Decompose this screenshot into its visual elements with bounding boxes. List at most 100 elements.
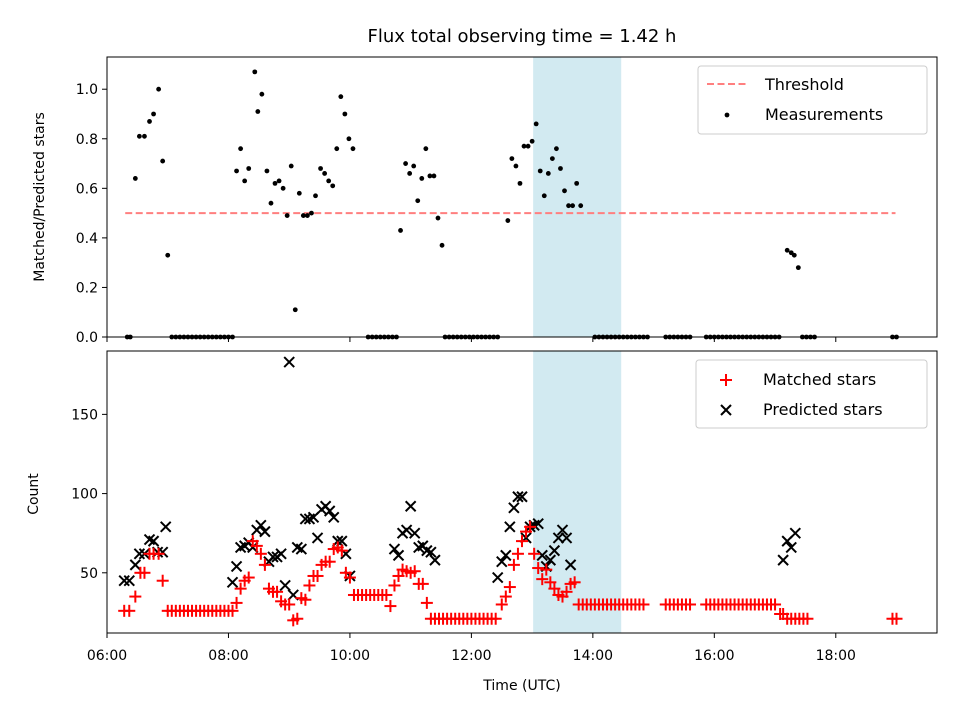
measurement-point xyxy=(435,215,441,221)
matched-star-marker xyxy=(271,585,284,598)
predicted-star-marker xyxy=(226,576,239,589)
matched-star-marker xyxy=(495,598,508,611)
measurement-point xyxy=(513,163,519,169)
top-y-axis-label: Matched/Predicted stars xyxy=(32,112,48,282)
predicted-star-marker xyxy=(500,549,512,562)
highlight-span-rect xyxy=(533,351,622,633)
measurement-point xyxy=(525,143,531,149)
predicted-star-marker xyxy=(548,544,561,557)
predicted-star-marker xyxy=(425,546,437,558)
measurement-point xyxy=(517,180,523,186)
matched-star-marker xyxy=(524,520,537,533)
matched-star-marker xyxy=(388,579,401,592)
measurement-point xyxy=(246,166,252,171)
top-axes-frame xyxy=(106,56,938,338)
bottom-y-axis-label: Count xyxy=(26,473,42,515)
matched-star-marker xyxy=(226,604,239,617)
matched-star-marker xyxy=(769,598,782,611)
predicted-star-marker xyxy=(259,525,271,538)
measurement-point xyxy=(427,173,433,179)
measurement-point xyxy=(529,138,535,144)
measurement-point xyxy=(156,86,162,92)
measurement-point xyxy=(415,198,421,204)
measurement-point xyxy=(419,176,425,181)
measurement-point xyxy=(537,168,543,174)
measurement-point xyxy=(509,156,515,161)
x-tick-label: 08:00 xyxy=(208,648,248,664)
predicted-star-marker xyxy=(504,521,516,533)
y-tick-label: 0.8 xyxy=(76,132,98,148)
matched-star-marker xyxy=(254,547,267,560)
measurement-point xyxy=(132,176,138,181)
x-tick-label: 14:00 xyxy=(573,648,613,664)
top-x-ticks xyxy=(106,337,837,342)
measurement-point xyxy=(795,265,801,271)
matched-star-marker xyxy=(528,547,541,560)
top-y-ticks: 0.0 0.2 0.4 0.6 0.8 1.0 xyxy=(76,82,107,346)
matched-star-marker xyxy=(156,574,169,587)
predicted-star-marker xyxy=(129,559,142,571)
measurement-point xyxy=(505,218,511,223)
measurement-point xyxy=(242,178,248,184)
y-tick-label: 0.0 xyxy=(76,330,98,346)
matched-star-marker xyxy=(416,577,429,590)
matched-star-marker xyxy=(516,535,528,548)
legend-measurements-label: Measurements xyxy=(765,105,883,124)
matched-star-marker xyxy=(568,576,581,589)
bottom-y-ticks: 50 100 150 xyxy=(71,407,107,582)
measurement-point xyxy=(151,111,156,117)
predicted-star-marker xyxy=(392,549,405,562)
predicted-star-marker xyxy=(133,548,146,560)
measurement-point xyxy=(284,213,290,218)
predicted-star-marker xyxy=(409,527,421,539)
predicted-star-marker xyxy=(516,491,528,503)
matched-star-marker xyxy=(311,569,324,582)
measurement-point xyxy=(521,143,527,149)
predicted-star-marker xyxy=(323,505,336,517)
matched-star-marker xyxy=(637,598,650,611)
matched-star-marker xyxy=(408,565,421,578)
x-tick-label: 18:00 xyxy=(816,648,856,664)
matched-star-marker xyxy=(283,598,296,611)
x-tick-label: 16:00 xyxy=(694,648,734,664)
matched-star-marker xyxy=(303,579,316,592)
top-panel: Flux total observing time = 1.42 h 0.00.… xyxy=(32,26,938,346)
predicted-star-marker xyxy=(429,554,441,566)
y-tick-label: 0.4 xyxy=(76,231,98,247)
y-tick-label: 0.6 xyxy=(76,181,98,197)
matched-star-marker xyxy=(258,558,271,571)
predicted-star-marker xyxy=(496,556,508,568)
matched-star-marker xyxy=(123,604,136,617)
top-legend-box xyxy=(697,65,928,135)
bottom-panel: 50 100 150 06:00 08:00 10:00 12:00 14:00 16:00 1… xyxy=(26,350,938,694)
predicted-star-marker xyxy=(785,541,797,554)
measurement-point xyxy=(562,188,567,194)
measurement-point xyxy=(411,163,417,169)
measurement-point xyxy=(398,228,403,233)
x-tick-label: 12:00 xyxy=(451,648,491,664)
measurement-point xyxy=(309,210,314,216)
measurement-point xyxy=(142,133,147,139)
measurement-point xyxy=(334,146,340,152)
predicted-star-marker xyxy=(123,575,135,587)
matched-star-marker xyxy=(242,571,255,584)
measurement-point xyxy=(350,146,356,152)
legend-measurements-swatch xyxy=(724,112,730,118)
measurement-point xyxy=(554,146,559,152)
measurement-point xyxy=(574,180,580,186)
measurement-point xyxy=(423,146,429,152)
x-tick-label: 10:00 xyxy=(330,648,370,664)
predicted-star-marker xyxy=(295,543,308,555)
matched-star-marker xyxy=(230,596,243,609)
measurement-point xyxy=(791,252,797,258)
matched-star-marker xyxy=(536,573,549,586)
predicted-star-marker xyxy=(160,521,172,533)
matched-star-marker xyxy=(335,544,348,557)
measurement-point xyxy=(268,200,274,206)
legend-threshold-label: Threshold xyxy=(764,75,844,94)
matched-star-marker xyxy=(503,581,516,594)
measurement-point xyxy=(403,161,408,166)
measurement-point xyxy=(255,109,261,114)
measurement-point xyxy=(326,178,332,184)
